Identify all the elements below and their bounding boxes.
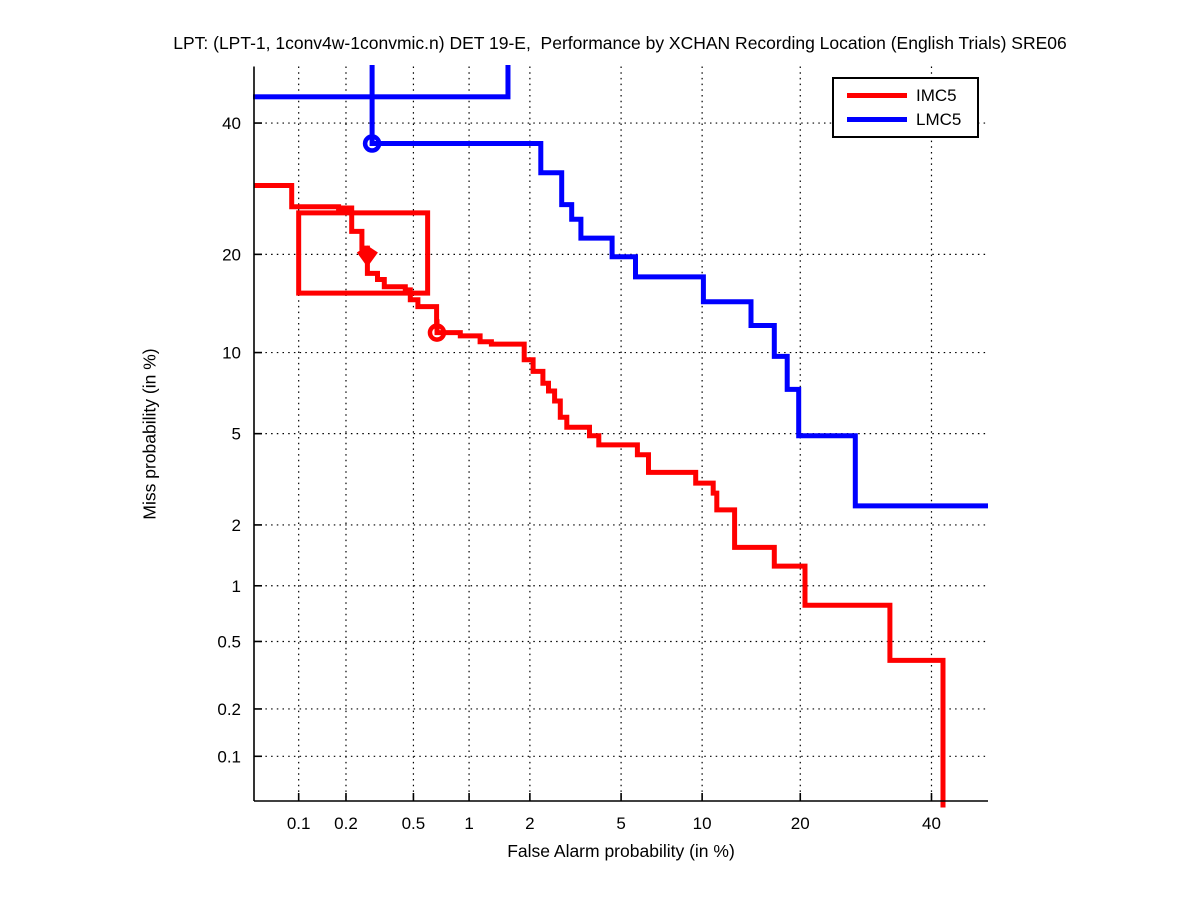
y-tick-label: 0.2 — [217, 700, 241, 719]
x-tick-label: 0.1 — [287, 814, 311, 833]
marker-circle-imc5 — [427, 323, 447, 342]
marker-circle-lmc5 — [362, 134, 382, 153]
x-tick-label: 40 — [922, 814, 941, 833]
legend-item-imc5: IMC5 — [847, 87, 977, 104]
y-tick-label: 2 — [232, 516, 241, 535]
legend-item-lmc5: LMC5 — [847, 111, 977, 128]
y-tick-label: 0.5 — [217, 632, 241, 651]
legend-label-imc5: IMC5 — [916, 85, 957, 105]
y-tick-label: 40 — [222, 114, 241, 133]
marker-diamond-imc5 — [356, 245, 378, 268]
x-tick-label: 0.2 — [334, 814, 358, 833]
x-tick-label: 5 — [616, 814, 625, 833]
y-tick-label: 20 — [222, 245, 241, 264]
y-tick-label: 0.1 — [217, 747, 241, 766]
x-axis-label: False Alarm probability (in %) — [507, 841, 735, 861]
legend-line-sample-lmc5 — [847, 117, 907, 123]
y-tick-label: 5 — [232, 425, 241, 444]
plot-area — [253, 65, 988, 808]
legend-label-lmc5: LMC5 — [916, 110, 962, 130]
legend: IMC5 LMC5 — [832, 77, 979, 138]
x-tick-label: 10 — [693, 814, 712, 833]
y-axis-label: Miss probability (in %) — [139, 348, 160, 520]
tick-marks — [254, 122, 933, 801]
legend-line-sample-imc5 — [847, 92, 907, 98]
x-tick-label: 2 — [525, 814, 534, 833]
det-curve-lmc5 — [369, 65, 988, 509]
det-curve-imc5 — [254, 183, 946, 808]
y-tick-label: 1 — [232, 577, 241, 596]
y-tick-label: 10 — [222, 344, 241, 363]
x-tick-label: 20 — [791, 814, 810, 833]
grid — [254, 66, 988, 801]
x-tick-label: 0.5 — [402, 814, 426, 833]
dcf-box-lmc5 — [253, 65, 511, 100]
x-tick-label: 1 — [464, 814, 473, 833]
dcf-box-imc5 — [296, 210, 431, 296]
chart-title: LPT: (LPT-1, 1conv4w-1convmic.n) DET 19-… — [173, 33, 1067, 53]
